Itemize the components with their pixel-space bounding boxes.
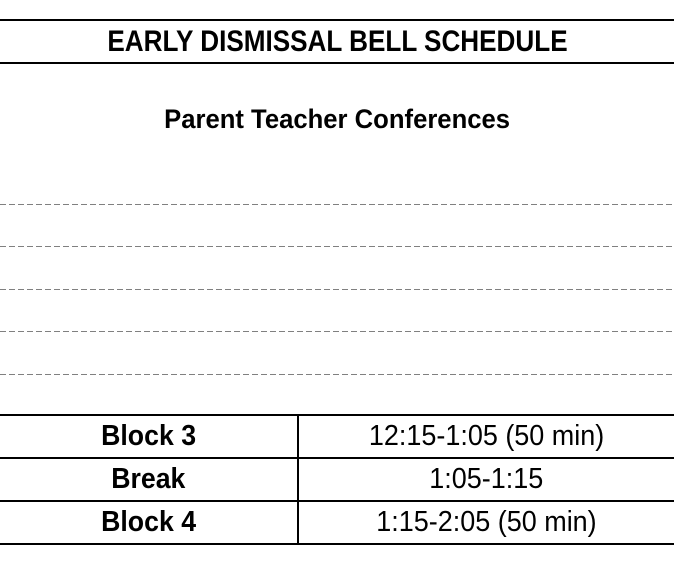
time-value: 12:15-1:05 (50 min): [368, 420, 605, 452]
block-label: Break: [111, 463, 186, 495]
table-row: Break 1:05-1:15: [0, 459, 674, 502]
empty-row-divider: [0, 289, 674, 290]
block-cell: Block 3: [0, 416, 299, 457]
event-subtitle-row: Parent Teacher Conferences: [0, 104, 674, 135]
time-cell: 12:15-1:05 (50 min): [299, 416, 674, 457]
time-cell: 1:15-2:05 (50 min): [299, 502, 674, 543]
time-value: 1:05-1:15: [429, 463, 544, 495]
schedule-table: Block 3 12:15-1:05 (50 min) Break 1:05-1…: [0, 414, 674, 545]
time-value: 1:15-2:05 (50 min): [376, 506, 597, 538]
time-cell: 1:05-1:15: [299, 459, 674, 500]
table-row: Block 4 1:15-2:05 (50 min): [0, 502, 674, 545]
empty-row-divider: [0, 246, 674, 247]
empty-row-divider: [0, 204, 674, 205]
empty-row-divider: [0, 331, 674, 332]
block-cell: Block 4: [0, 502, 299, 543]
event-subtitle: Parent Teacher Conferences: [164, 104, 510, 134]
block-label: Block 4: [101, 506, 196, 538]
schedule-header: EARLY DISMISSAL BELL SCHEDULE: [0, 19, 674, 64]
block-label: Block 3: [101, 420, 196, 452]
table-row: Block 3 12:15-1:05 (50 min): [0, 416, 674, 459]
page-title: EARLY DISMISSAL BELL SCHEDULE: [106, 24, 568, 58]
block-cell: Break: [0, 459, 299, 500]
empty-row-divider: [0, 374, 674, 375]
